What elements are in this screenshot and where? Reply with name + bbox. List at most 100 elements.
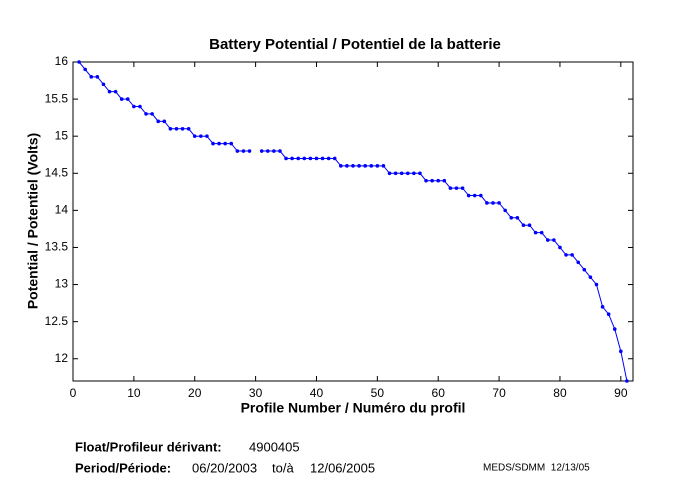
data-point — [107, 89, 112, 94]
data-point — [95, 75, 100, 79]
x-axis-label: Profile Number / Numéro du profil — [241, 400, 466, 416]
data-point — [521, 223, 526, 228]
y-tick-label: 13 — [55, 277, 69, 291]
data-point — [119, 97, 124, 101]
data-point — [448, 186, 453, 190]
data-point — [205, 134, 209, 138]
data-point — [272, 149, 276, 153]
data-point — [192, 134, 197, 138]
data-point — [296, 156, 301, 161]
data-point — [479, 193, 483, 198]
data-point — [357, 164, 361, 168]
data-point — [558, 245, 562, 250]
data-point — [308, 156, 313, 161]
data-point — [606, 312, 611, 317]
y-tick-label: 15 — [55, 128, 69, 142]
data-point — [101, 82, 106, 87]
x-tick-label: 40 — [310, 386, 324, 400]
data-point — [186, 126, 191, 131]
data-point — [570, 253, 574, 257]
data-point — [485, 201, 489, 205]
data-point — [509, 215, 514, 220]
data-point — [83, 67, 87, 72]
data-point — [77, 60, 81, 64]
data-point — [180, 126, 185, 131]
data-point — [515, 215, 520, 220]
float-id: 4900405 — [249, 439, 300, 454]
data-point — [387, 171, 392, 176]
data-point — [576, 260, 581, 265]
data-point — [235, 149, 240, 153]
data-point — [612, 327, 617, 331]
data-point — [150, 112, 154, 116]
data-point — [326, 156, 331, 161]
x-tick-label: 10 — [127, 386, 141, 400]
x-tick-label: 50 — [371, 386, 385, 400]
data-point — [545, 238, 550, 242]
data-point — [138, 104, 142, 109]
data-point — [339, 164, 343, 168]
data-point — [625, 379, 629, 383]
y-axis-label: Potential / Potentiel (Volts) — [25, 133, 41, 309]
data-point — [369, 164, 374, 168]
plot-frame — [72, 61, 634, 382]
data-point — [113, 89, 118, 94]
chart-title: Battery Potential / Potentiel de la batt… — [209, 36, 501, 53]
data-point — [174, 126, 179, 131]
data-point — [375, 164, 380, 168]
period-end: 12/06/2005 — [310, 460, 375, 475]
data-point — [454, 186, 459, 190]
data-point — [284, 156, 288, 161]
data-point — [381, 164, 386, 168]
data-point — [430, 178, 434, 183]
data-point — [552, 238, 556, 242]
data-point — [619, 349, 623, 354]
y-tick-label: 14 — [55, 203, 69, 217]
data-point — [594, 282, 599, 287]
data-point — [418, 171, 422, 176]
data-point — [405, 171, 410, 176]
period-label: Period/Période: — [75, 460, 171, 475]
data-point — [497, 201, 501, 205]
data-point — [290, 156, 294, 161]
data-point — [564, 253, 568, 257]
data-point — [442, 178, 447, 183]
data-point — [345, 164, 349, 168]
data-point — [168, 126, 173, 131]
data-point — [162, 119, 167, 124]
data-point — [332, 156, 337, 161]
y-tick-label: 16 — [55, 54, 69, 68]
data-point — [527, 223, 532, 228]
credit: MEDS/SDMM 12/13/05 — [483, 463, 590, 474]
data-point — [125, 97, 130, 101]
data-point — [436, 178, 441, 183]
data-point — [156, 119, 161, 124]
period-to: to/à — [272, 460, 294, 475]
data-point — [132, 104, 136, 109]
data-point — [412, 171, 416, 176]
data-point — [241, 149, 246, 153]
data-point — [247, 149, 252, 153]
x-tick-label: 60 — [432, 386, 446, 400]
y-tick-label: 12 — [55, 351, 69, 365]
data-point — [217, 141, 221, 146]
data-point — [259, 149, 264, 153]
data-point — [278, 149, 282, 153]
data-point — [539, 230, 544, 235]
x-tick-label: 90 — [614, 386, 628, 400]
data-point — [533, 230, 538, 235]
data-point — [199, 134, 203, 138]
data-point — [223, 141, 227, 146]
data-point — [144, 112, 148, 116]
data-point — [460, 186, 465, 190]
data-point — [229, 141, 234, 146]
x-tick-label: 30 — [249, 386, 263, 400]
data-point — [399, 171, 404, 176]
period-start: 06/20/2003 — [192, 460, 257, 475]
y-tick-label: 12.5 — [45, 314, 69, 328]
data-point — [351, 164, 355, 168]
data-point — [588, 275, 593, 279]
data-point — [314, 156, 319, 161]
x-tick-label: 80 — [553, 386, 567, 400]
